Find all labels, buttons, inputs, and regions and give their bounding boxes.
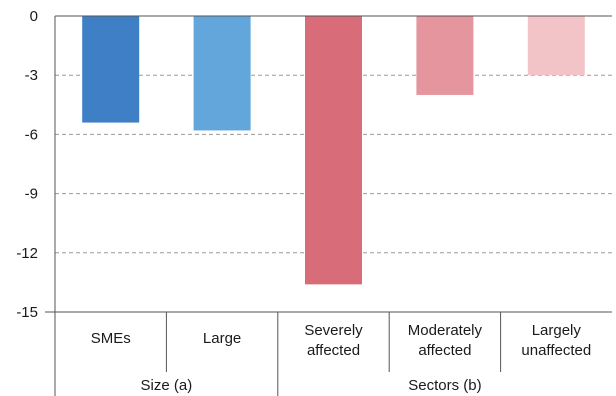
category-label: affected xyxy=(418,342,471,359)
category-label: Large xyxy=(203,330,241,347)
category-label: unaffected xyxy=(521,342,591,359)
y-tick-label: 0 xyxy=(30,8,38,25)
category-label: Largely xyxy=(532,322,582,339)
category-label: affected xyxy=(307,342,360,359)
group-labels: Size (a) Sectors (b) xyxy=(141,377,482,394)
y-tick-labels: 0 -3 -6 -9 -12 -15 xyxy=(16,8,38,321)
bars xyxy=(82,16,585,285)
category-label: Severely xyxy=(304,322,363,339)
bar xyxy=(82,16,140,123)
axes xyxy=(45,15,612,396)
group-label: Sectors (b) xyxy=(408,377,481,394)
y-tick-label: -3 xyxy=(25,67,38,84)
bar xyxy=(416,16,474,95)
y-tick-label: -15 xyxy=(16,304,38,321)
category-label: SMEs xyxy=(91,330,131,347)
group-label: Size (a) xyxy=(141,377,193,394)
bar xyxy=(193,16,251,131)
category-labels: SMEs Large Severely affected Moderately affec… xyxy=(91,322,592,359)
bar xyxy=(305,16,362,285)
y-tick-label: -9 xyxy=(25,186,38,203)
gridlines xyxy=(55,74,612,254)
bar xyxy=(527,16,585,76)
y-tick-label: -6 xyxy=(25,126,38,143)
category-label: Moderately xyxy=(408,322,483,339)
y-tick-label: -12 xyxy=(16,245,38,262)
